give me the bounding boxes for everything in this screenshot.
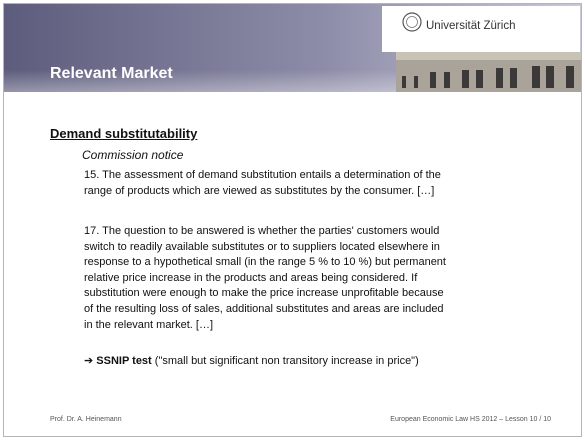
conclusion-bold: SSNIP test — [96, 355, 151, 367]
page: Universität Zürich Relevant Market Deman… — [0, 0, 585, 440]
footer-course: European Economic Law HS 2012 – Lesson 1… — [390, 416, 551, 423]
slide-title: Relevant Market — [50, 65, 173, 83]
paragraph-line: of the resulting loss of sales, addition… — [84, 302, 446, 318]
conclusion-text: ("small but significant non transitory i… — [152, 355, 419, 367]
section-heading: Demand substitutability — [50, 126, 197, 141]
logo: Universität Zürich — [382, 6, 580, 52]
paragraph-line: 15. The assessment of demand substitutio… — [84, 168, 441, 184]
logo-text: Universität Zürich — [426, 20, 515, 32]
arrow: ➔ — [84, 355, 93, 367]
paragraph-line: substitution were enough to make the pri… — [84, 286, 446, 302]
conclusion: ➔ SSNIP test ("small but significant non… — [84, 354, 419, 367]
paragraph-line: switch to readily available substitutes … — [84, 240, 446, 256]
paragraph-line: in the relevant market. […] — [84, 318, 446, 334]
building-image — [396, 52, 581, 92]
paragraph-line: relative price increase in the products … — [84, 271, 446, 287]
paragraph-line: response to a hypothetical small (in the… — [84, 255, 446, 271]
logo-seal — [402, 12, 422, 32]
subheading: Commission notice — [82, 148, 183, 162]
paragraph-line: range of products which are viewed as su… — [84, 184, 441, 200]
paragraph: 15. The assessment of demand substitutio… — [84, 168, 441, 199]
footer-author: Prof. Dr. A. Heinemann — [50, 416, 122, 423]
slide: Universität Zürich Relevant Market Deman… — [3, 3, 582, 437]
paragraph-line: 17. The question to be answered is wheth… — [84, 224, 446, 240]
paragraph: 17. The question to be answered is wheth… — [84, 224, 446, 333]
